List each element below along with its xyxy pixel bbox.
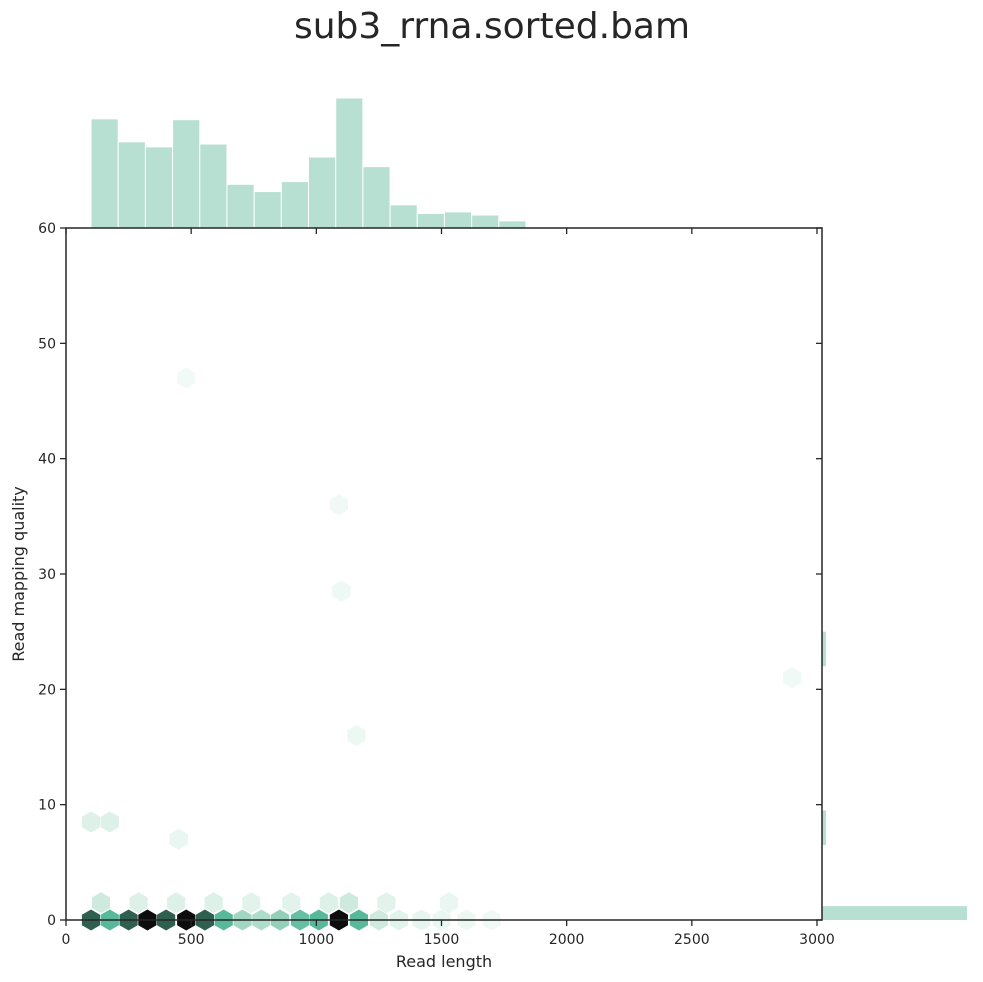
marginal-x-bar <box>253 191 282 229</box>
y-tick-label: 40 <box>38 452 56 468</box>
hexbin-cell <box>782 667 802 689</box>
marginal-x-bar <box>308 156 337 229</box>
hexbin-cell <box>100 811 119 833</box>
x-tick-label: 0 <box>62 932 71 948</box>
marginal-y-histogram <box>822 631 967 920</box>
x-tick-label: 2500 <box>674 932 710 948</box>
y-tick-label: 10 <box>38 798 56 814</box>
marginal-y-bar <box>822 810 826 846</box>
x-tick-label: 3000 <box>799 932 835 948</box>
hexbin-cell <box>167 892 186 914</box>
hexbin-layer <box>81 367 802 931</box>
y-tick-label: 0 <box>47 913 56 929</box>
y-tick-label: 20 <box>38 682 56 698</box>
marginal-x-bar <box>471 214 500 229</box>
hexbin-cell <box>129 892 148 914</box>
x-tick-label: 2000 <box>549 932 585 948</box>
hexbin-cell <box>347 725 366 746</box>
chart-title: sub3_rrna.sorted.bam <box>294 6 690 47</box>
hexbin-cell <box>282 892 301 914</box>
y-tick-label: 50 <box>38 336 56 352</box>
hexbin-cell <box>319 892 338 914</box>
marginal-x-bar <box>226 183 255 229</box>
hexbin-cell <box>439 892 459 914</box>
hexbin-cell <box>81 811 101 833</box>
hexbin-cell <box>169 828 188 850</box>
hexbin-cell <box>329 494 348 516</box>
x-tick-label: 1000 <box>299 932 335 948</box>
marginal-x-histogram <box>90 97 826 229</box>
marginal-x-bar <box>389 204 418 229</box>
y-axis-ticks: 0 10 20 30 40 50 60 <box>38 221 822 929</box>
x-tick-label: 1500 <box>424 932 460 948</box>
hexbin-cell <box>339 892 358 914</box>
hexbin-cell <box>177 367 196 389</box>
marginal-y-bar <box>822 631 826 667</box>
marginal-x-bar <box>144 146 174 229</box>
y-axis-label: Read mapping quality <box>9 486 28 662</box>
marginal-x-bar <box>335 97 364 229</box>
plot-frame <box>65 227 823 921</box>
marginal-x-bar <box>172 119 201 229</box>
x-tick-label: 500 <box>178 932 205 948</box>
y-tick-label: 60 <box>38 221 56 237</box>
hexbin-cell <box>92 892 111 914</box>
marginal-y-bar <box>822 906 967 920</box>
marginal-x-bar <box>199 143 228 229</box>
marginal-x-bar <box>90 118 119 229</box>
hexbin-cell <box>204 892 223 914</box>
marginal-x-bar <box>416 212 445 229</box>
marginal-x-bar <box>443 211 473 229</box>
hexbin-cell <box>377 892 396 914</box>
x-axis-label: Read length <box>396 952 492 971</box>
marginal-x-bar <box>362 166 391 229</box>
y-tick-label: 30 <box>38 567 56 583</box>
hexbin-cell <box>332 580 351 602</box>
marginal-x-bar <box>117 141 146 229</box>
marginal-x-bar <box>280 181 310 229</box>
hexbin-cell <box>242 892 261 914</box>
x-axis-ticks: 0 500 1000 1500 2000 2500 3000 <box>62 228 835 948</box>
marginal-x-bar <box>498 220 527 229</box>
